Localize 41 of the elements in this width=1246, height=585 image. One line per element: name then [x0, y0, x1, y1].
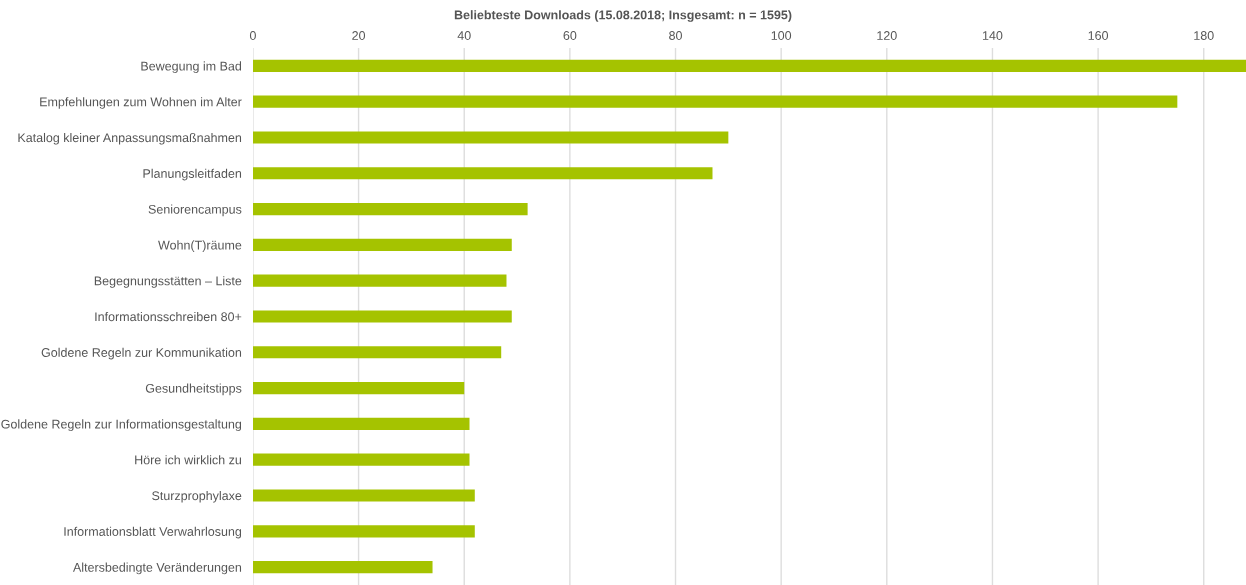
bar	[252, 95, 1178, 108]
y-tick-label: Informationsschreiben 80+	[95, 311, 242, 322]
x-tick-label: 40	[457, 31, 471, 40]
y-tick-label: Goldene Regeln zur Informationsgestaltung	[1, 419, 242, 432]
bar	[252, 346, 502, 359]
x-tick-label: 20	[352, 31, 366, 40]
bar	[252, 131, 729, 144]
y-tick-label: Seniorencampus	[148, 204, 242, 217]
bar	[252, 202, 528, 216]
x-tick-label: 160	[1088, 31, 1109, 40]
bar	[252, 489, 475, 502]
x-tick-label: 180	[1194, 31, 1214, 40]
bar	[252, 453, 470, 466]
y-tick-label: Goldene Regeln zur Kommunikation	[41, 347, 242, 360]
y-tick-label: Gesundheitstipps	[145, 383, 242, 396]
bar	[252, 274, 507, 287]
bar	[252, 238, 512, 251]
y-tick-label: Wohn(T)räume	[158, 240, 242, 252]
y-tick-label: Planungsleitfaden	[143, 168, 242, 181]
y-tick-label: Empfehlungen zum Wohnen im Alter	[40, 97, 242, 109]
x-tick-label: 80	[669, 31, 682, 40]
y-tick-label: Begegnungsstätten – Liste	[94, 276, 242, 288]
x-tick-label: 60	[563, 31, 577, 40]
bar	[252, 382, 465, 395]
y-tick-label: Sturzprophylaxe	[152, 490, 242, 503]
y-tick-label: Höre ich wirklich zu	[135, 455, 241, 465]
x-tick-label: 120	[877, 31, 897, 40]
x-tick-label: 140	[982, 31, 1003, 40]
bar	[252, 59, 1246, 72]
bar	[252, 417, 470, 430]
bar	[252, 310, 512, 323]
y-tick-label: Informationsblatt Verwahrlosung	[64, 526, 242, 539]
bar	[252, 561, 433, 574]
x-tick-label: 100	[771, 31, 792, 40]
x-tick-label: 0	[249, 31, 256, 40]
chart-title: Beliebteste Downloads (15.08.2018; Insgesamt: n = 1595)	[454, 10, 792, 22]
y-tick-label: Altersbedingte Veränderungen	[72, 562, 242, 575]
y-tick-label: Bewegung im Bad	[141, 61, 242, 73]
bar	[252, 525, 475, 538]
bar	[252, 167, 713, 180]
y-tick-label: Katalog kleiner Anpassungsmaßnahmen	[18, 132, 242, 145]
